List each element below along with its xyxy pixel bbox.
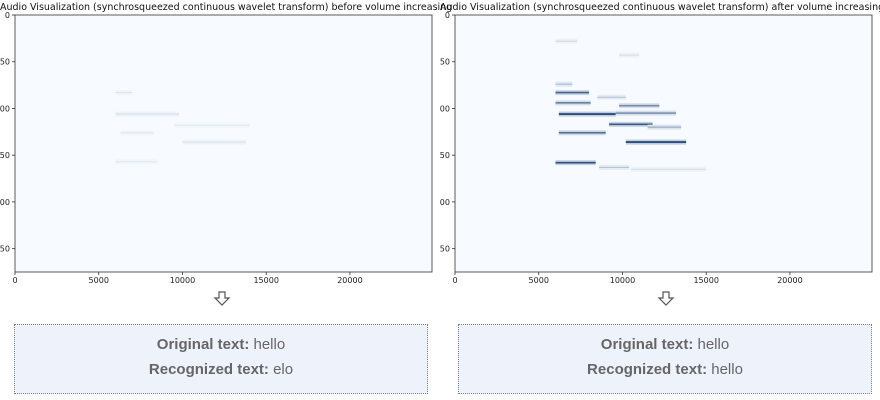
original-text-line: Original text: hello — [459, 336, 871, 353]
x-tick-label: 20000 — [777, 276, 802, 285]
original-text-line: Original text: hello — [15, 336, 427, 353]
down-arrow-icon — [657, 291, 675, 307]
result-box-before: Original text: hello Recognized text: el… — [14, 324, 428, 394]
plot-frame — [14, 14, 433, 273]
y-tick-label: 250 — [0, 245, 10, 254]
y-tick-label: 200 — [0, 198, 10, 207]
recognized-text-label: Recognized text: — [148, 361, 269, 378]
x-tick-label: 5000 — [89, 276, 109, 285]
recognized-text-value: elo — [273, 361, 294, 378]
x-tick-label: 15000 — [693, 276, 718, 285]
recognized-text-line: Recognized text: hello — [459, 361, 871, 378]
x-tick-label: 10000 — [170, 276, 195, 285]
x-tick-label: 10000 — [610, 276, 635, 285]
result-box-after: Original text: hello Recognized text: he… — [458, 324, 872, 394]
y-tick-label: 0 — [5, 11, 10, 20]
recognized-text-value: hello — [711, 361, 743, 378]
y-tick-label: 200 — [440, 198, 450, 207]
down-arrow-icon — [213, 291, 231, 307]
plot-frame — [454, 14, 873, 273]
original-text-value: hello — [253, 336, 286, 353]
y-tick-label: 250 — [440, 245, 450, 254]
x-tick-label: 5000 — [529, 276, 549, 285]
panel-before: Audio Visualization (synchrosqueezed con… — [0, 2, 453, 394]
x-tick-label: 15000 — [253, 276, 278, 285]
x-tick-label: 20000 — [337, 276, 362, 285]
y-tick-label: 150 — [0, 151, 10, 160]
chart-title: Audio Visualization (synchrosqueezed con… — [440, 2, 880, 13]
panel-after: Audio Visualization (synchrosqueezed con… — [440, 0, 880, 400]
spectrogram-before: 0 5000 10000 15000 20000 0 50 100 150 200 250 — [0, 11, 433, 285]
y-tick-label: 50 — [440, 58, 450, 67]
x-tick-label: 0 — [452, 276, 457, 285]
y-tick-label: 100 — [0, 104, 10, 113]
spectrogram-after: 0 5000 10000 15000 20000 0 50 100 150 200 250 — [440, 11, 873, 285]
y-tick-label: 50 — [0, 58, 10, 67]
original-text-label: Original text: — [156, 336, 250, 353]
original-text-value: hello — [697, 336, 730, 353]
y-tick-label: 100 — [440, 104, 450, 113]
y-tick-label: 150 — [440, 151, 450, 160]
recognized-text-label: Recognized text: — [587, 361, 708, 378]
x-tick-label: 0 — [12, 276, 17, 285]
y-tick-label: 0 — [445, 11, 450, 20]
chart-title: Audio Visualization (synchrosqueezed con… — [0, 2, 453, 13]
original-text-label: Original text: — [600, 336, 694, 353]
recognized-text-line: Recognized text: elo — [15, 361, 427, 378]
